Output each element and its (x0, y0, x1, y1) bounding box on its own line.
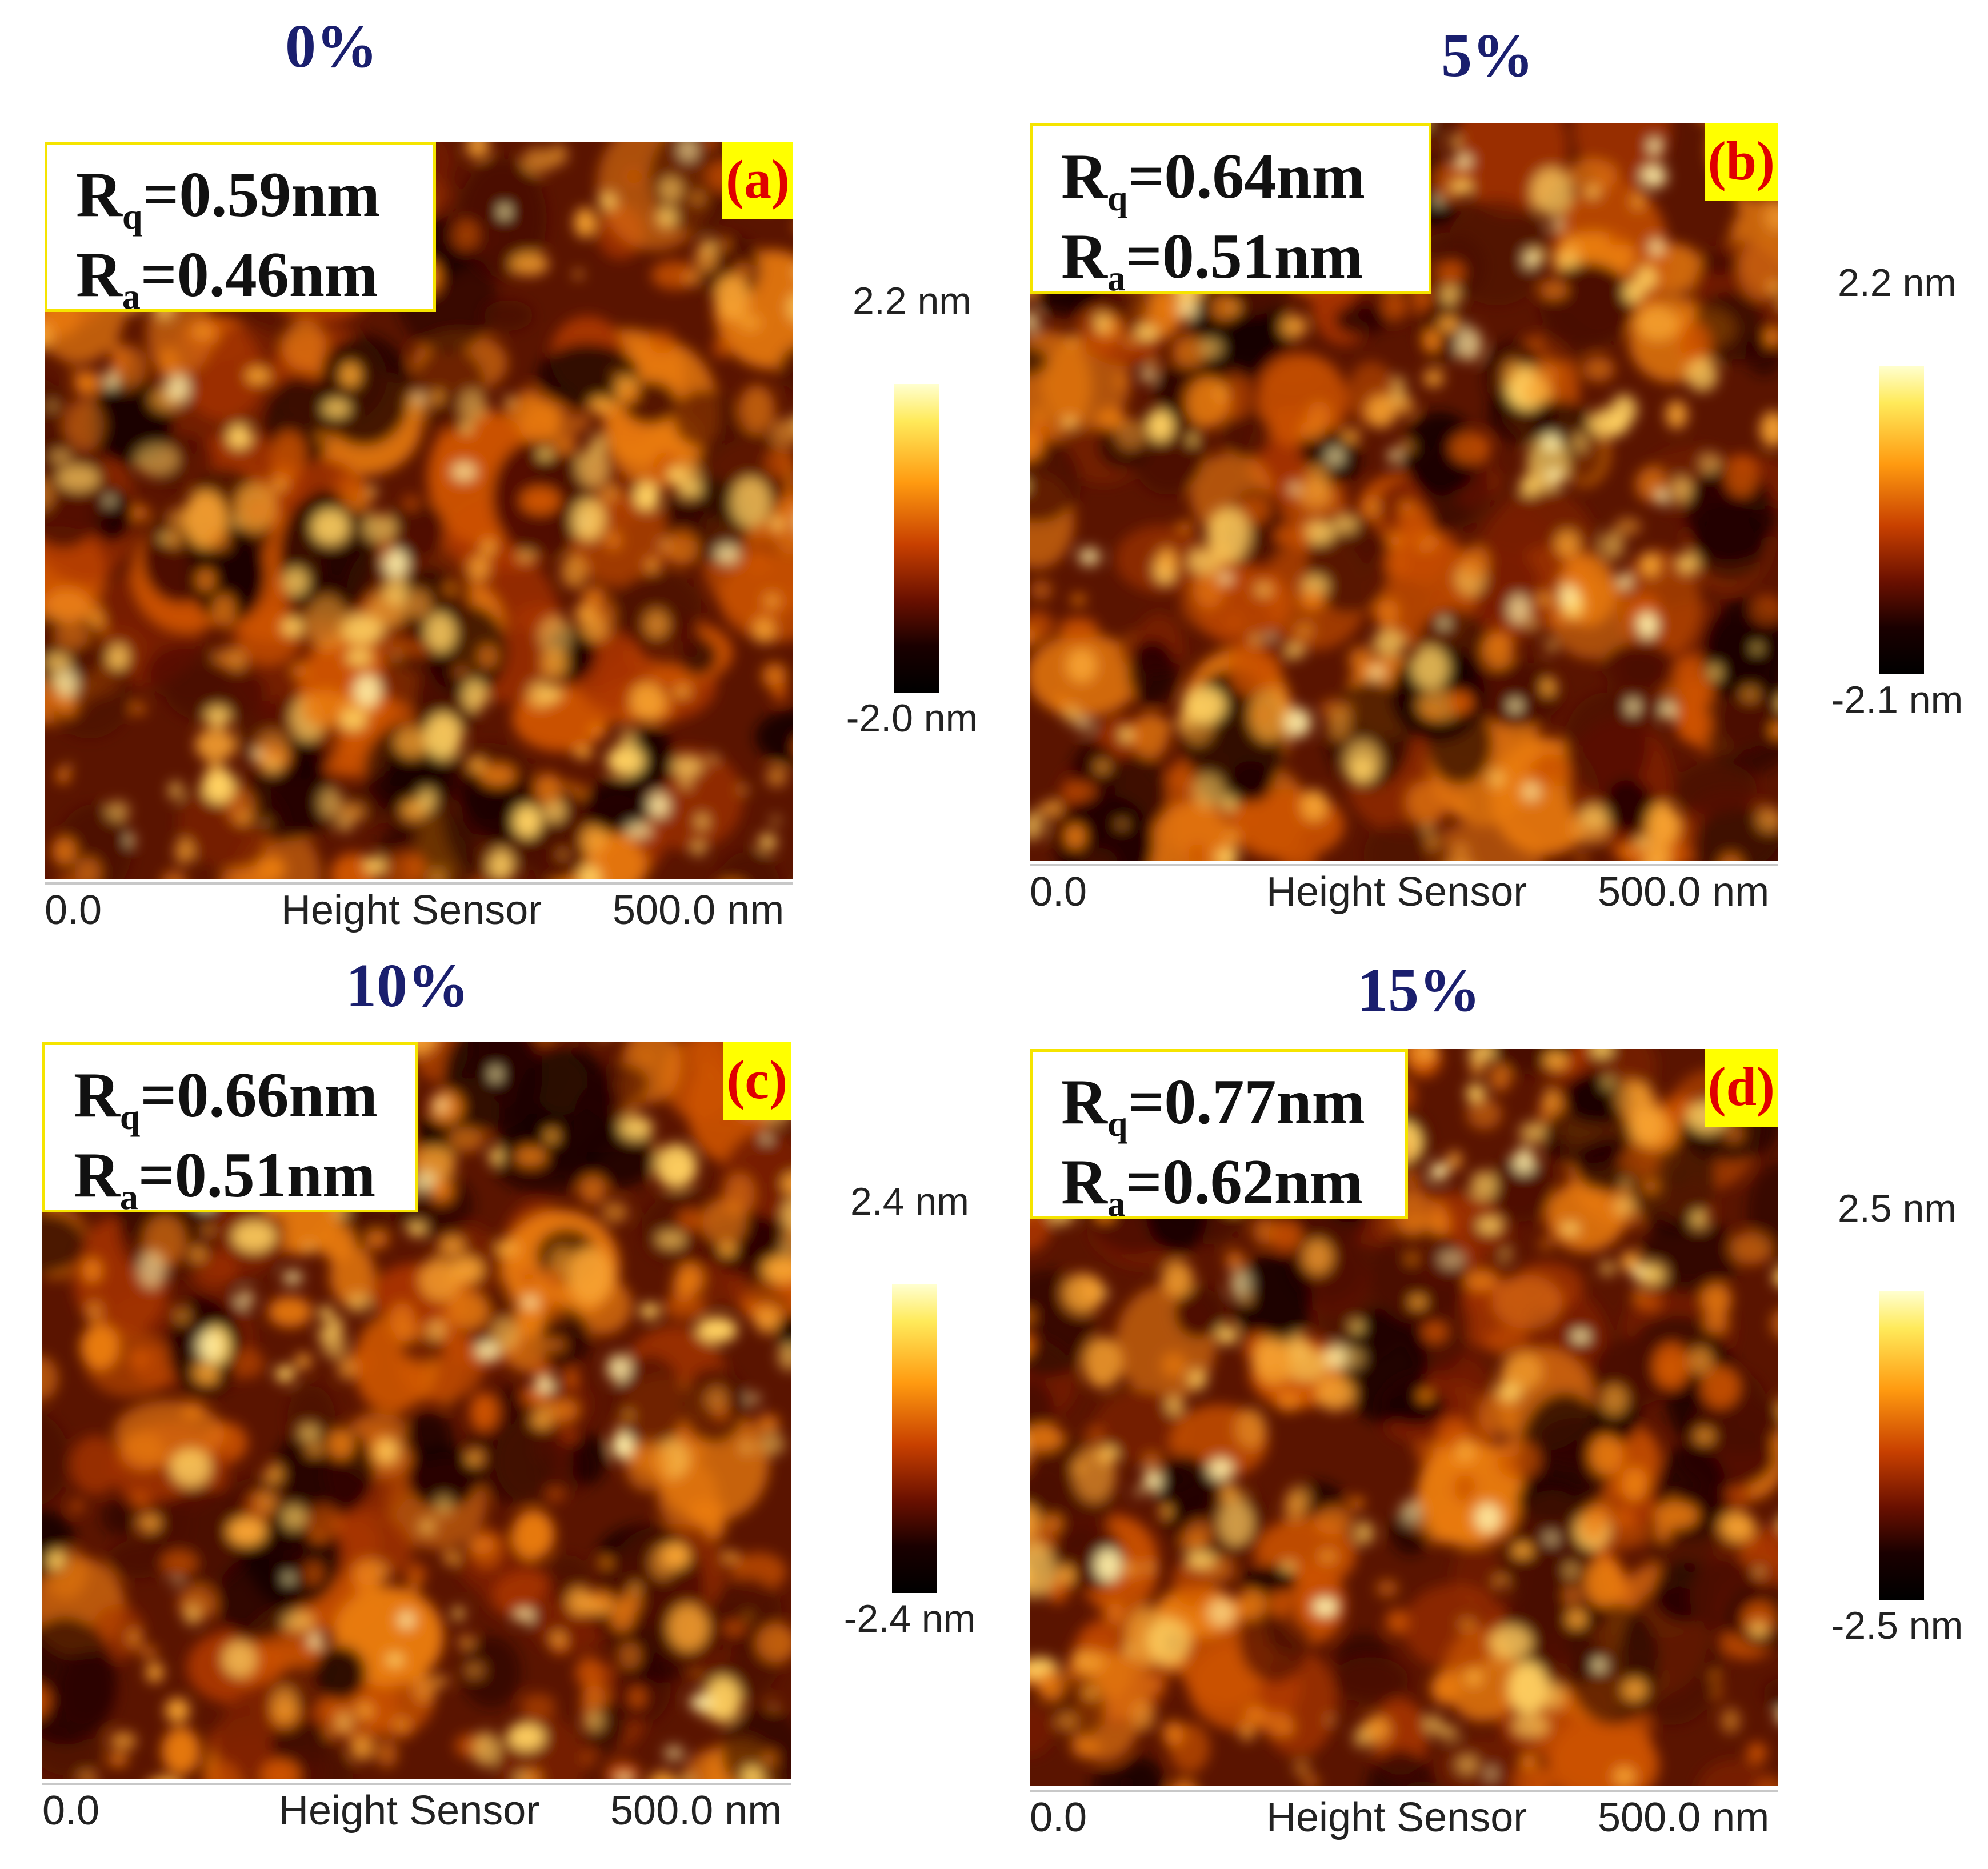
ra-value: Ra=0.51nm (1061, 221, 1363, 298)
panel-label: (a) (722, 142, 793, 219)
afm-texture (45, 142, 793, 879)
rq-value: Rq=0.66nm (74, 1060, 378, 1137)
axis-start: 0.0 (42, 1788, 100, 1834)
ra-value: Ra=0.46nm (76, 239, 378, 317)
axis-end: 500.0 nm (1598, 1795, 1770, 1840)
axis-title: Height Sensor (1266, 1795, 1527, 1840)
x-axis-line (1030, 1790, 1778, 1792)
x-axis-line (42, 1783, 791, 1785)
x-axis-line (1030, 864, 1778, 866)
scale-min-label: -2.1 nm (1831, 678, 1963, 722)
afm-height-image: Rq=0.66nm Ra=0.51nm (c) (42, 1042, 791, 1779)
roughness-box: Rq=0.59nm Ra=0.46nm (45, 142, 436, 317)
axis-start: 0.0 (1030, 1795, 1087, 1840)
rq-value: Rq=0.59nm (76, 159, 380, 237)
afm-height-image: Rq=0.64nm Ra=0.51nm (b) (1030, 123, 1778, 861)
scale-min-label: -2.0 nm (846, 697, 978, 740)
panel-label: (b) (1704, 123, 1778, 201)
ra-value: Ra=0.51nm (74, 1140, 376, 1217)
axis-title: Height Sensor (281, 887, 542, 933)
scale-max-label: 2.4 nm (850, 1180, 969, 1223)
axis-start: 0.0 (45, 887, 102, 933)
axis-title: Height Sensor (279, 1788, 540, 1834)
concentration-title: 10% (346, 952, 469, 1020)
color-scale-bar (1879, 366, 1924, 674)
x-axis-line (45, 882, 793, 885)
concentration-title: 15% (1357, 956, 1481, 1024)
color-scale-bar (894, 384, 939, 693)
axis-start: 0.0 (1030, 869, 1087, 915)
scale-min-label: -2.5 nm (1831, 1604, 1963, 1647)
color-scale-bar (892, 1284, 937, 1593)
color-scale-bar (1879, 1291, 1924, 1600)
scale-max-label: 2.5 nm (1838, 1187, 1957, 1230)
axis-end: 500.0 nm (1598, 869, 1770, 915)
panel-label: (c) (723, 1042, 791, 1120)
afm-height-image: Rq=0.59nm Ra=0.46nm (a) (45, 142, 793, 879)
axis-title: Height Sensor (1266, 869, 1527, 915)
axis-end: 500.0 nm (610, 1788, 782, 1834)
scale-max-label: 2.2 nm (853, 279, 971, 323)
concentration-title: 0% (285, 13, 378, 81)
rq-value: Rq=0.77nm (1061, 1067, 1365, 1144)
concentration-title: 5% (1441, 22, 1534, 90)
ra-value: Ra=0.62nm (1061, 1147, 1363, 1224)
rq-value: Rq=0.64nm (1061, 141, 1365, 218)
roughness-box: Rq=0.64nm Ra=0.51nm (1030, 123, 1431, 298)
roughness-box: Rq=0.77nm Ra=0.62nm (1030, 1049, 1408, 1224)
scale-min-label: -2.4 nm (843, 1597, 976, 1640)
roughness-box: Rq=0.66nm Ra=0.51nm (42, 1042, 418, 1217)
panel-label: (d) (1704, 1049, 1778, 1127)
scale-max-label: 2.2 nm (1838, 261, 1957, 305)
afm-height-image: Rq=0.77nm Ra=0.62nm (d) (1030, 1049, 1778, 1786)
axis-end: 500.0 nm (613, 887, 785, 933)
